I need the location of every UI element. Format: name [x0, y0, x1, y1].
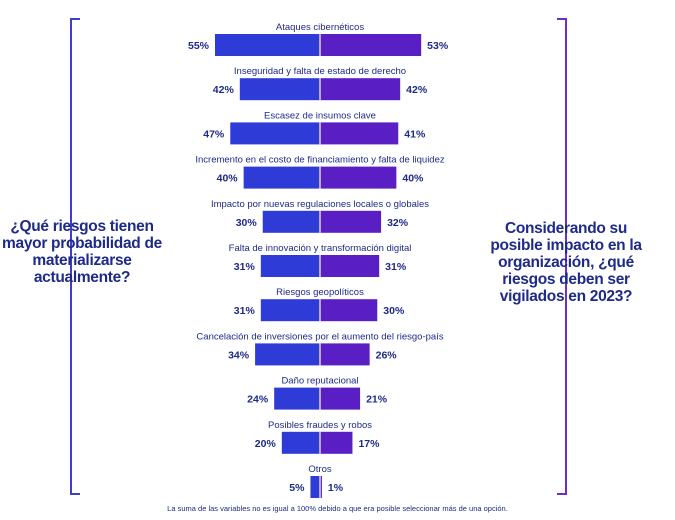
category-label: Inseguridad y falta de estado de derecho [234, 66, 406, 77]
value-label-2023: 30% [383, 305, 405, 317]
bar-2023 [320, 122, 399, 145]
bar-current [262, 210, 320, 233]
bar-current [230, 122, 320, 145]
right-question: Considerando su posible impacto en la or… [490, 220, 642, 305]
left-question: ¿Qué riesgos tienen mayor probabilidad d… [2, 218, 162, 286]
bar-current [239, 78, 320, 101]
bar-2023 [320, 166, 397, 189]
bar-2023 [320, 476, 322, 498]
left-bracket [70, 18, 80, 495]
value-label-2023: 32% [387, 217, 409, 229]
bar-current [260, 255, 320, 277]
category-label: Posibles fraudes y robos [268, 420, 372, 431]
bar-2023 [320, 299, 378, 322]
value-label-2023: 31% [385, 261, 407, 273]
category-label: Riesgos geopolíticos [276, 287, 364, 298]
category-label: Daño reputacional [281, 376, 358, 387]
category-label: Escasez de insumos clave [264, 110, 376, 121]
value-label-current: 30% [236, 217, 258, 229]
category-label: Incremento en el costo de financiamiento… [195, 155, 445, 166]
bar-2023 [320, 34, 422, 56]
category-label: Cancelación de inversiones por el aument… [196, 331, 443, 342]
value-label-current: 5% [289, 482, 305, 494]
bar-current [215, 34, 320, 56]
category-label: Impacto por nuevas regulaciones locales … [211, 199, 429, 210]
value-label-2023: 41% [404, 128, 426, 140]
bar-current [243, 166, 320, 189]
value-label-current: 40% [217, 173, 239, 185]
category-label: Falta de innovación y transformación dig… [229, 243, 412, 254]
value-label-2023: 1% [328, 482, 344, 494]
diverging-bar-chart: Ataques cibernéticos 55% 53% Inseguridad y … [188, 22, 449, 498]
value-label-2023: 40% [402, 173, 424, 185]
right-bracket [557, 18, 567, 495]
value-label-2023: 21% [366, 394, 388, 406]
value-label-current: 55% [188, 40, 210, 52]
bar-current [281, 431, 320, 454]
category-label: Otros [308, 464, 331, 475]
bar-current [310, 476, 320, 498]
value-label-current: 47% [203, 128, 225, 140]
value-label-current: 34% [228, 349, 250, 361]
bar-current [260, 299, 320, 322]
bar-2023 [320, 255, 380, 277]
category-label: Ataques cibernéticos [276, 22, 364, 33]
value-label-current: 24% [247, 394, 269, 406]
value-label-current: 31% [234, 305, 256, 317]
bar-2023 [320, 387, 361, 410]
bar-current [274, 387, 320, 410]
bar-2023 [320, 210, 382, 233]
value-label-2023: 26% [376, 349, 398, 361]
bar-current [255, 343, 320, 366]
value-label-current: 31% [234, 261, 256, 273]
bar-2023 [320, 431, 353, 454]
value-label-current: 20% [255, 438, 277, 450]
value-label-2023: 42% [406, 84, 428, 96]
value-label-2023: 53% [427, 40, 449, 52]
bar-2023 [320, 78, 401, 101]
bar-2023 [320, 343, 370, 366]
footnote: La suma de las variables no es igual a 1… [167, 504, 508, 513]
value-label-2023: 17% [358, 438, 380, 450]
value-label-current: 42% [213, 84, 235, 96]
